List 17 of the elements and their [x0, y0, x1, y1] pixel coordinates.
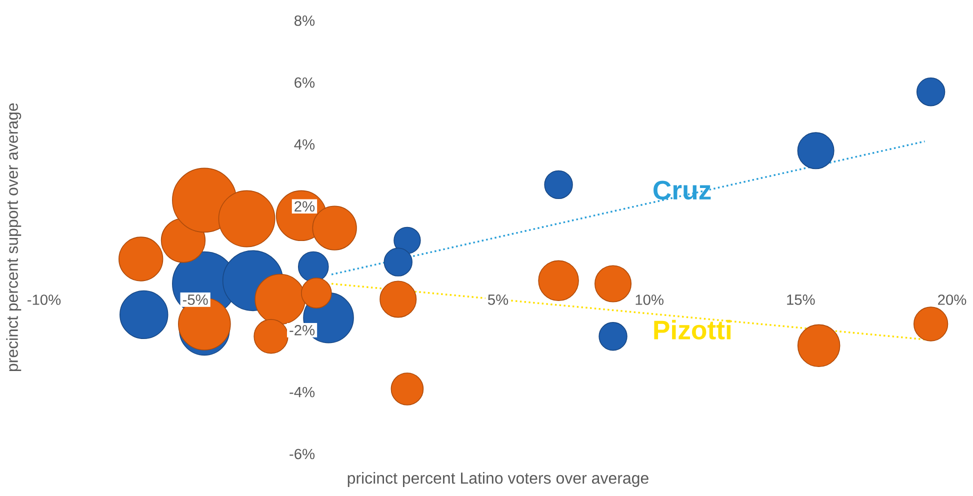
y-axis-title: precinct percent support over average [6, 103, 22, 372]
series-label: Cruz [654, 180, 711, 200]
x-tick-label: 15% [787, 294, 815, 305]
y-tick-label: 4% [294, 139, 315, 150]
y-tick-label: -4% [290, 386, 315, 398]
x-tick-label: -10% [28, 294, 61, 305]
y-tick-label: -2% [290, 325, 315, 336]
series-label: Pizotti [654, 320, 731, 340]
y-tick-label: 6% [294, 77, 315, 88]
y-tick-label: -6% [290, 448, 315, 460]
y-tick-label: 8% [294, 15, 315, 26]
x-tick-label: 20% [938, 294, 966, 305]
x-axis-title: pricinct percent Latino voters over average [348, 472, 648, 487]
x-tick-label: 5% [488, 294, 508, 305]
x-tick-label: -5% [182, 294, 208, 305]
x-tick-label: 10% [636, 294, 664, 305]
y-tick-label: 2% [294, 201, 315, 212]
